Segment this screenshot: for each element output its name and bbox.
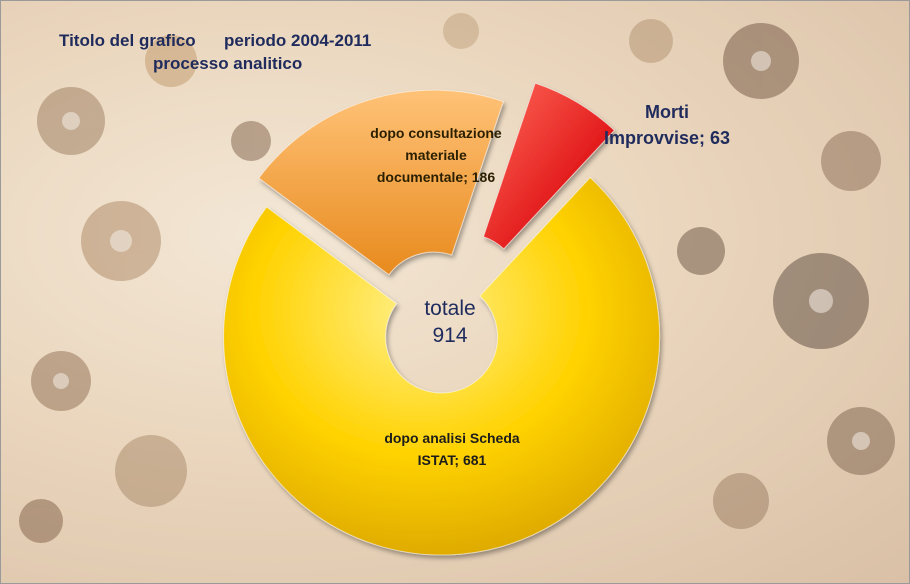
data-label-documentale-line-1: dopo consultazione bbox=[370, 125, 502, 141]
chart-title-line-2: processo analitico bbox=[153, 54, 303, 73]
data-label-scheda-istat: dopo analisi Scheda ISTAT; 681 bbox=[351, 427, 553, 471]
slice-documentale bbox=[258, 89, 505, 276]
total-value: 914 bbox=[432, 324, 468, 347]
chart-title-line-1: Titolo del grafico periodo 2004-2011 bbox=[59, 31, 372, 50]
data-label-morti-improvvise: Morti Improvvise; 63 bbox=[579, 99, 755, 151]
donut-center-total: totale 914 bbox=[399, 295, 501, 349]
slice-scheda-istat bbox=[223, 176, 661, 556]
data-label-documentale-line-3: documentale; 186 bbox=[376, 169, 496, 185]
slice-morti-improvvise bbox=[482, 82, 616, 250]
data-label-scheda-line-1: dopo analisi Scheda bbox=[384, 430, 520, 446]
data-label-morti-line-1: Morti bbox=[645, 102, 689, 122]
data-label-documentale: dopo consultazione materiale documentale… bbox=[343, 122, 529, 188]
data-label-morti-line-2: Improvvise; 63 bbox=[603, 128, 731, 148]
total-label: totale bbox=[424, 297, 476, 320]
data-label-scheda-line-2: ISTAT; 681 bbox=[417, 452, 487, 468]
data-label-documentale-line-2: materiale bbox=[405, 147, 467, 163]
